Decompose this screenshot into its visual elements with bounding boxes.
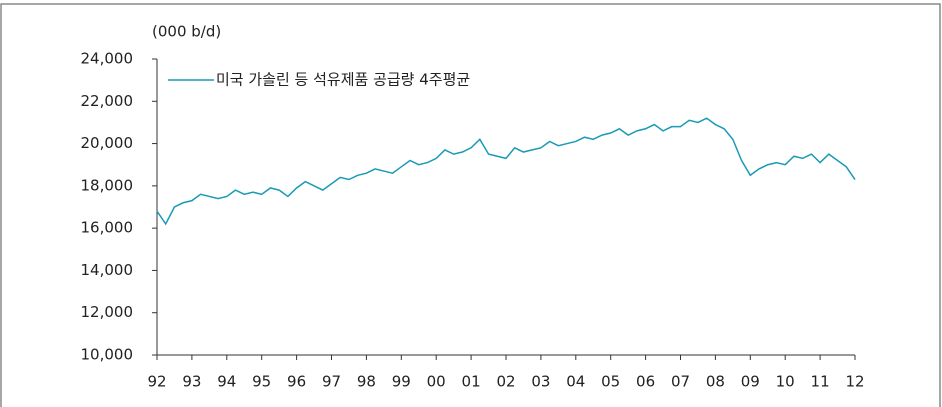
x-tick-label: 07 <box>671 373 690 391</box>
legend-label: 미국 가솔린 등 석유제품 공급량 4주평균 <box>216 71 470 89</box>
x-tick-label: 97 <box>322 373 341 391</box>
x-tick-label: 92 <box>147 373 166 391</box>
x-tick-label: 93 <box>182 373 201 391</box>
data-line <box>156 117 856 226</box>
x-tick-label: 00 <box>427 373 446 391</box>
x-tick-label: 06 <box>636 373 655 391</box>
y-tick-label: 18,000 <box>81 176 134 194</box>
x-tick-label: 99 <box>392 373 411 391</box>
unit-label: (000 b/d) <box>152 23 221 41</box>
x-tick-label: 96 <box>287 373 306 391</box>
x-tick-label: 09 <box>741 373 760 391</box>
x-tick-label: 11 <box>811 373 830 391</box>
x-tick-label: 12 <box>845 373 864 391</box>
x-tick-label: 02 <box>496 373 515 391</box>
x-tick-label: 03 <box>531 373 550 391</box>
x-tick-label: 95 <box>252 373 271 391</box>
y-tick-label: 14,000 <box>81 261 134 279</box>
x-tick-label: 94 <box>217 373 236 391</box>
x-tick-label: 98 <box>357 373 376 391</box>
y-tick-label: 16,000 <box>81 219 134 237</box>
x-tick-label: 04 <box>566 373 585 391</box>
frame <box>0 3 941 407</box>
y-tick-label: 12,000 <box>81 303 134 321</box>
x-tick-label: 01 <box>462 373 481 391</box>
y-tick-label: 20,000 <box>81 134 134 152</box>
x-tick-label: 05 <box>601 373 620 391</box>
y-tick-label: 24,000 <box>81 50 134 68</box>
y-tick-label: 10,000 <box>81 346 134 364</box>
y-tick-label: 22,000 <box>81 92 134 110</box>
x-tick-label: 10 <box>776 373 795 391</box>
x-tick-label: 08 <box>706 373 725 391</box>
